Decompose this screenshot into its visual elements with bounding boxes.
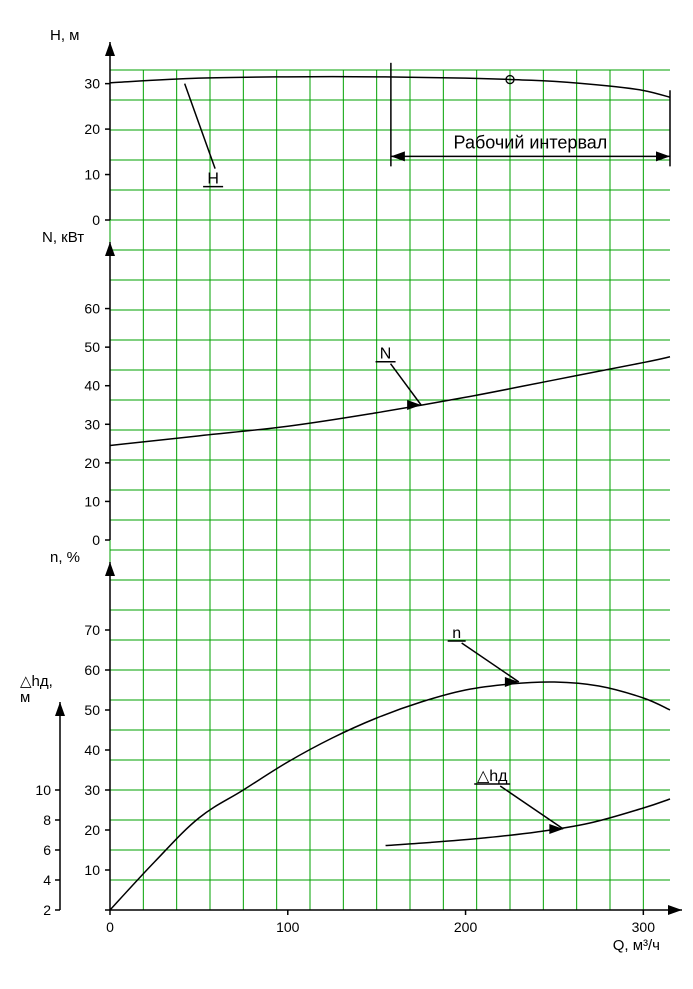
eff-tick: 30 — [84, 782, 100, 798]
eff-tick: 20 — [84, 822, 100, 838]
n-power-axis-label: N, кВт — [42, 229, 84, 246]
x-tick-label: 100 — [276, 919, 300, 935]
h-axis-label: H, м — [50, 27, 79, 44]
dh-axis-label: м — [20, 689, 30, 706]
x-tick-label: 200 — [454, 919, 478, 935]
eff-axis-label: n, % — [50, 549, 80, 566]
h-tick: 10 — [84, 167, 100, 183]
h-curve — [110, 77, 670, 98]
h-tick: 30 — [84, 76, 100, 92]
dh-curve-label: △hд — [477, 768, 508, 785]
dh-tick: 10 — [35, 782, 51, 798]
dh-tick: 8 — [43, 812, 51, 828]
h-curve-label: H — [207, 171, 219, 188]
dh-tick: 2 — [43, 902, 51, 918]
n-power-tick: 60 — [84, 301, 100, 317]
h-tick: 20 — [84, 121, 100, 137]
eff-tick: 40 — [84, 742, 100, 758]
x-axis-label: Q, м³/ч — [613, 937, 660, 954]
working-interval-label: Рабочий интервал — [454, 132, 608, 152]
n-power-curve-label: N — [380, 346, 392, 363]
n-power-tick: 10 — [84, 493, 100, 509]
eff-curve — [110, 682, 670, 910]
eff-tick: 60 — [84, 662, 100, 678]
dh-tick: 6 — [43, 842, 51, 858]
n-power-tick: 20 — [84, 455, 100, 471]
x-tick-label: 0 — [106, 919, 114, 935]
n-power-tick: 40 — [84, 378, 100, 394]
dh-curve — [386, 799, 670, 846]
eff-tick: 70 — [84, 622, 100, 638]
n-power-tick: 50 — [84, 339, 100, 355]
pump-performance-chart: 0100200300Q, м³/ч0102030H, мHРабочий инт… — [10, 10, 693, 979]
dh-tick: 4 — [43, 872, 51, 888]
x-tick-label: 300 — [632, 919, 656, 935]
n-power-tick: 30 — [84, 416, 100, 432]
eff-tick: 50 — [84, 702, 100, 718]
n-power-tick: 0 — [92, 532, 100, 548]
h-tick: 0 — [92, 212, 100, 228]
dh-axis-label: △hд, — [20, 673, 53, 690]
eff-tick: 10 — [84, 862, 100, 878]
eff-curve-label: n — [452, 625, 461, 642]
